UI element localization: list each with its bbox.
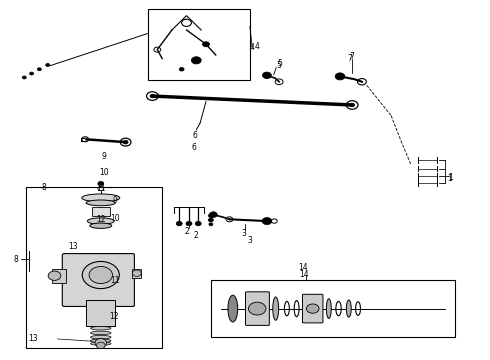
Circle shape [97,342,105,348]
Circle shape [209,212,217,217]
Circle shape [192,57,201,64]
Text: 1: 1 [449,173,453,182]
Bar [26,187,162,348]
Circle shape [208,214,213,217]
Circle shape [176,221,182,226]
Ellipse shape [91,339,111,342]
Text: 14: 14 [299,270,309,279]
Text: 10: 10 [99,168,108,177]
Circle shape [350,103,355,107]
Circle shape [132,270,141,276]
Circle shape [196,221,201,226]
Circle shape [23,76,26,79]
Ellipse shape [87,218,114,224]
FancyBboxPatch shape [62,253,134,306]
Text: 6: 6 [193,131,197,140]
Text: 9: 9 [113,196,118,205]
Text: 4: 4 [255,42,260,51]
Ellipse shape [273,297,279,320]
Circle shape [46,64,49,66]
Text: 6: 6 [192,143,196,152]
Text: 13: 13 [28,334,38,343]
Text: 13: 13 [68,242,78,251]
Ellipse shape [228,295,238,322]
Bar [147,9,250,80]
Text: 10: 10 [111,214,120,223]
Circle shape [48,271,61,280]
Circle shape [89,266,113,284]
Circle shape [208,218,213,222]
Circle shape [98,181,104,186]
Text: 11: 11 [97,184,106,193]
Circle shape [186,221,192,226]
Ellipse shape [346,300,351,317]
Circle shape [150,94,155,98]
Text: 9: 9 [101,152,106,161]
Bar [52,269,66,283]
Bar [132,269,141,278]
Text: 5: 5 [278,59,283,68]
Ellipse shape [82,194,120,202]
Ellipse shape [326,299,331,319]
Bar [211,280,455,337]
Circle shape [82,261,119,289]
Circle shape [202,42,209,47]
Circle shape [248,302,266,315]
Text: 12: 12 [110,312,119,321]
Text: 3: 3 [241,229,246,238]
Text: 7: 7 [349,52,354,61]
Circle shape [209,223,213,226]
Circle shape [30,72,33,75]
Circle shape [95,339,107,347]
Ellipse shape [91,336,111,339]
FancyBboxPatch shape [302,294,323,323]
Circle shape [123,140,128,144]
Ellipse shape [90,223,112,228]
Ellipse shape [91,342,111,345]
Circle shape [179,67,184,71]
Ellipse shape [86,200,116,206]
Text: 3: 3 [247,236,252,245]
Text: 4: 4 [250,43,255,52]
Text: 8: 8 [14,255,18,264]
Bar [92,207,110,216]
Text: 7: 7 [347,54,352,63]
Circle shape [335,73,345,80]
Circle shape [306,304,319,313]
FancyBboxPatch shape [245,292,270,325]
Text: 11: 11 [111,275,120,284]
Text: 12: 12 [97,215,106,224]
Text: 8: 8 [42,183,47,192]
Text: 2: 2 [194,231,198,240]
Text: 1: 1 [447,174,452,183]
Ellipse shape [91,331,111,335]
Ellipse shape [91,327,111,330]
Bar [86,300,116,327]
Text: 5: 5 [277,61,282,70]
Circle shape [37,68,41,71]
Text: 2: 2 [184,227,189,236]
Circle shape [262,217,272,225]
Text: 14: 14 [298,263,308,272]
Circle shape [263,72,271,78]
